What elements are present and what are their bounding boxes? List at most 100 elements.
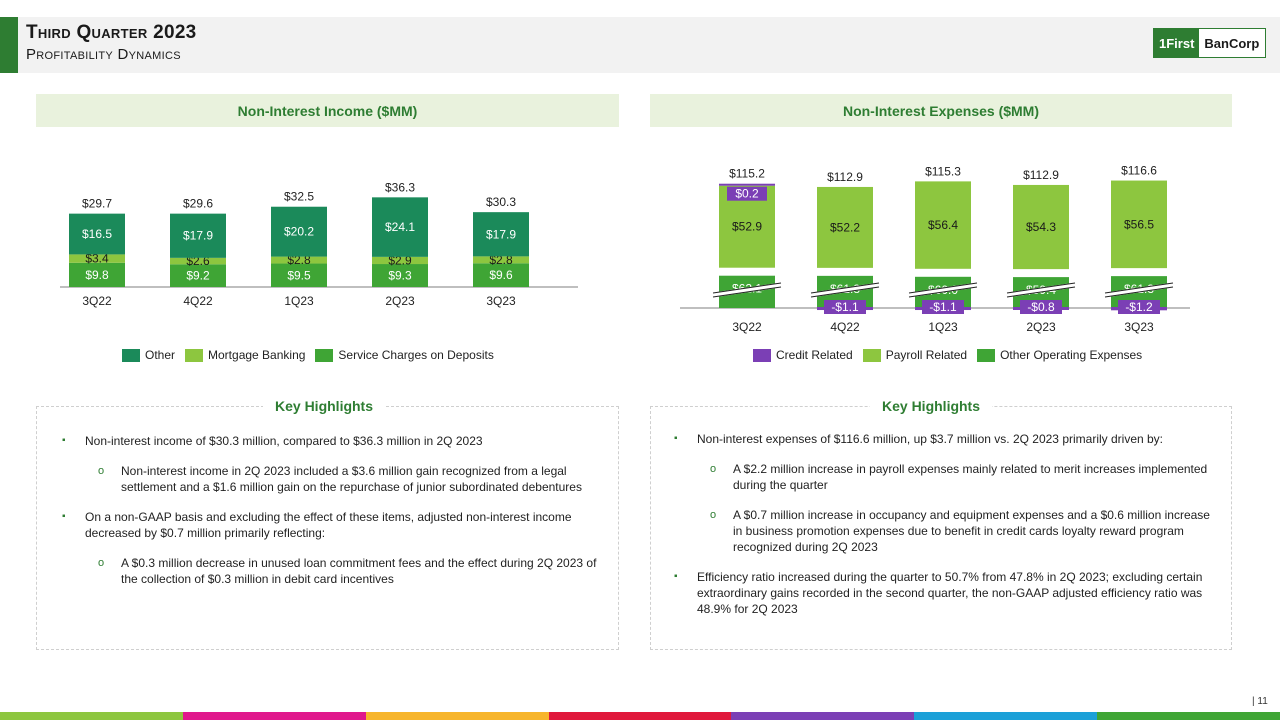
income-legend-item-other: Other <box>122 348 175 362</box>
income-legend-item-service-charges-on-deposits: Service Charges on Deposits <box>315 348 494 362</box>
legend-swatch <box>185 348 204 362</box>
footer-color-segment <box>1097 712 1280 720</box>
page-title: Third Quarter 2023 <box>26 22 197 43</box>
legend-label: Mortgage Banking <box>208 348 306 362</box>
footer-color-segment <box>914 712 1098 720</box>
expense-credit-label-bg <box>727 186 767 201</box>
axis-break-line <box>810 286 880 298</box>
expense-highlight-bullet-level-2: A $2.2 million increase in payroll expen… <box>670 461 1210 493</box>
legend-swatch <box>315 348 334 362</box>
legend-swatch <box>753 348 771 362</box>
income-bar-mortgage-banking-2q23 <box>372 256 428 265</box>
axis-break-line <box>712 286 782 298</box>
logo-left: 1First <box>1154 29 1200 57</box>
page-number: | 11 <box>1252 696 1268 707</box>
income-bar-other-3q22 <box>69 213 125 255</box>
axis-break-line <box>1104 282 1174 294</box>
income-highlight-bullet-level-2: Non-interest income in 2Q 2023 included … <box>58 463 603 495</box>
expense-total-label: $112.9 <box>1023 168 1059 182</box>
expense-x-tick-label: 2Q23 <box>1026 320 1056 334</box>
expense-x-tick-label: 1Q23 <box>928 320 958 334</box>
income-data-label: $24.1 <box>385 220 415 234</box>
legend-label: Other <box>145 348 176 362</box>
income-x-tick-label: 2Q23 <box>385 294 415 308</box>
header-bar <box>0 17 1280 73</box>
axis-break-mark <box>1104 282 1174 298</box>
income-data-label: $20.2 <box>284 225 314 239</box>
income-bar-other-1q23 <box>271 206 327 257</box>
income-total-label: $36.3 <box>385 180 415 194</box>
income-total-label: $29.7 <box>82 197 112 211</box>
income-data-label: $17.9 <box>183 229 213 243</box>
income-legend-item-mortgage-banking: Mortgage Banking <box>185 348 305 362</box>
footer-color-segment <box>731 712 915 720</box>
page-subtitle: Profitability Dynamics <box>26 46 181 63</box>
income-total-label: $32.5 <box>284 190 314 204</box>
expense-highlights-list: Non-interest expenses of $116.6 million,… <box>670 431 1210 631</box>
expense-credit-label-bg <box>824 300 866 314</box>
expense-data-label: $0.2 <box>735 187 759 201</box>
income-x-tick-label: 3Q22 <box>82 294 112 308</box>
income-bar-mortgage-banking-4q22 <box>170 257 226 265</box>
income-highlights-list: Non-interest income of $30.3 million, co… <box>58 433 603 601</box>
axis-break-line <box>1006 282 1076 294</box>
legend-swatch <box>977 348 996 362</box>
expense-chart: $62.1$52.9$0.2$115.23Q22$61.8$52.2-$1.1$… <box>680 164 1190 334</box>
income-bar-service-charges-on-deposits-4q22 <box>170 264 226 287</box>
legend-label: Service Charges on Deposits <box>338 348 494 362</box>
axis-break-line <box>1006 286 1076 298</box>
footer-color-segment <box>365 712 549 720</box>
expense-bar-payroll-2q23 <box>1013 184 1069 270</box>
axis-break-mark <box>810 282 880 298</box>
income-data-label: $3.4 <box>85 252 109 266</box>
income-bar-mortgage-banking-3q22 <box>69 254 125 263</box>
expense-total-label: $116.6 <box>1121 164 1157 178</box>
income-chart: $9.8$3.4$16.5$29.73Q22$9.2$2.6$17.9$29.6… <box>60 180 578 308</box>
expense-legend-item-payroll-related: Payroll Related <box>862 348 968 362</box>
expense-highlights-title: Key Highlights <box>870 398 993 414</box>
legend-label: Other Operating Expenses <box>1000 348 1143 362</box>
income-bar-service-charges-on-deposits-3q22 <box>69 262 125 287</box>
income-bar-mortgage-banking-3q23 <box>473 256 529 264</box>
income-total-label: $29.6 <box>183 197 213 211</box>
axis-break-line <box>908 286 978 298</box>
expense-data-label: $52.2 <box>830 220 860 234</box>
axis-break-line <box>712 282 782 294</box>
expense-data-label: $52.9 <box>732 220 762 234</box>
axis-break-line <box>810 282 880 294</box>
expense-credit-label-bg <box>1118 300 1160 314</box>
expense-credit-label-bg <box>1020 300 1062 314</box>
expense-legend-item-other-operating-expenses: Other Operating Expenses <box>977 348 1142 362</box>
legend-label: Credit Related <box>776 348 853 362</box>
expense-total-label: $115.3 <box>925 164 961 178</box>
axis-break-mark <box>1006 282 1076 298</box>
expense-bar-payroll-1q23 <box>915 181 971 269</box>
income-data-label: $9.8 <box>85 268 109 282</box>
income-bar-other-4q22 <box>170 213 226 258</box>
legend-label: Payroll Related <box>885 348 968 362</box>
income-data-label: $17.9 <box>486 227 516 241</box>
income-x-tick-label: 1Q23 <box>284 294 314 308</box>
expense-legend-item-credit-related: Credit Related <box>753 348 853 362</box>
expense-bar-payroll-3q23 <box>1111 180 1167 269</box>
income-bar-service-charges-on-deposits-1q23 <box>271 263 327 287</box>
expense-data-label: $54.3 <box>1026 220 1056 234</box>
expense-data-label: $56.4 <box>928 218 958 232</box>
logo-right: BanCorp <box>1204 35 1260 51</box>
expense-data-label: -$1.1 <box>831 300 859 314</box>
expense-total-label: $112.9 <box>827 170 863 184</box>
expense-credit-label-bg <box>922 300 964 314</box>
expense-data-label: $56.5 <box>1124 217 1154 231</box>
income-highlight-bullet-level-1: On a non-GAAP basis and excluding the ef… <box>58 509 603 541</box>
income-data-label: $9.6 <box>489 268 513 282</box>
expense-highlight-bullet-level-1: Efficiency ratio increased during the qu… <box>670 569 1210 617</box>
footer-color-bar <box>0 712 1280 720</box>
header-accent <box>0 17 18 73</box>
income-x-tick-label: 3Q23 <box>486 294 516 308</box>
expense-bar-payroll-4q22 <box>817 186 873 268</box>
income-data-label: $9.3 <box>388 269 412 283</box>
axis-break-mark <box>712 282 782 298</box>
expense-highlight-bullet-level-1: Non-interest expenses of $116.6 million,… <box>670 431 1210 447</box>
income-highlights-title: Key Highlights <box>263 398 386 414</box>
income-bar-service-charges-on-deposits-3q23 <box>473 263 529 287</box>
